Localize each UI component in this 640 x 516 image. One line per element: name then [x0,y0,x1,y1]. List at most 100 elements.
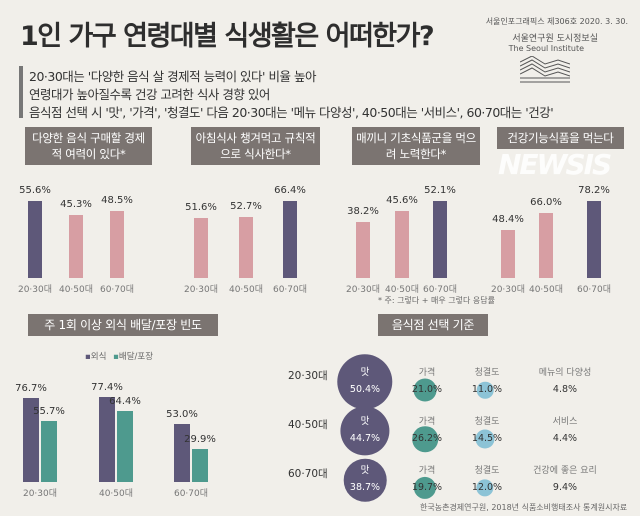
bar [41,421,57,482]
clean-value: 11.0% [471,384,503,395]
bar [395,210,409,278]
value-label: 78.2% [578,185,610,196]
bar [194,218,208,278]
bubble-value: 50.4% [349,384,381,395]
value-label: 52.7% [230,200,262,212]
other-value: 9.4% [552,482,578,493]
chart-title: 주 1회 이상 외식 배달/포장 빈도 [28,314,218,336]
other-value: 4.4% [552,433,578,444]
issue-info: 서울인포그래픽스 제306호 2020. 3. 30. [485,17,628,26]
chart-title: 매끼니 기초식품군을 먹으려 노력한다* [352,127,480,165]
price-label: 가격 [418,368,436,378]
price-bubble [413,378,437,402]
summary-accent-bar [19,66,23,118]
x-tick-label: 20·30대 [22,489,58,499]
chart-title: 음식점 선택 기준 [378,314,488,336]
value-label: 48.5% [101,194,133,206]
source: 한국농촌경제연구원, 2018년 식품소비행태조사 통계원시자료 [420,503,628,512]
bar [174,423,190,482]
clean-bubble [476,479,494,497]
bar [192,449,208,482]
other-label: 서비스 [552,417,578,427]
value-label: 45.3% [60,199,92,211]
chart-title: 다양한 음식 구매할 경제적 여력이 있다* [25,127,152,165]
clean-bubble [476,381,494,399]
value-label: 45.6% [386,194,418,206]
bubble-value: 44.7% [349,433,381,444]
row-label: 60·70대 [288,468,328,480]
x-tick-label: 20·30대 [183,285,219,295]
legend: ▪외식 ▪배달/포장 [85,350,153,362]
value-label: 76.7% [15,383,47,394]
legend-swatch-eat-out: ▪ [85,352,91,362]
value-label: 66.0% [530,197,562,208]
clean-label: 청결도 [474,466,500,476]
value-label: 77.4% [91,382,123,394]
bubble-label: 맛 [360,465,370,476]
clean-value: 14.5% [471,433,503,444]
x-tick-label: 60·70대 [99,285,135,295]
bar [587,201,601,278]
value-label: 53.0% [166,408,198,420]
x-tick-label: 40·50대 [98,489,134,499]
bar [110,210,124,278]
value-label: 38.2% [347,205,379,217]
clean-value: 12.0% [471,482,503,493]
summary-line: 연령대가 높아질수록 건강 고려한 식사 경향 있어 [29,87,270,102]
x-tick-label: 60·70대 [422,285,458,295]
summary-line: 20·30대는 '다양한 음식 살 경제적 능력이 있다' 비율 높아 [29,69,316,84]
price-bubble [412,426,438,452]
bar [99,397,115,482]
legend-label: 외식 [90,352,107,362]
bar [283,201,297,278]
x-tick-label: 20·30대 [17,285,53,295]
price-label: 가격 [418,466,436,476]
bar [539,213,553,278]
bar [501,230,515,278]
value-label: 55.6% [19,185,51,196]
clean-label: 청결도 [474,417,500,427]
value-label: 29.9% [184,434,216,446]
price-label: 가격 [418,417,436,427]
chart-title: 아침식사 챙겨먹고 규칙적으로 식사한다* [191,127,320,165]
row-label: 20·30대 [288,370,328,382]
value-label: 64.4% [109,396,141,408]
seoul-institute-logo-icon [520,56,570,83]
x-tick-label: 20·30대 [490,285,526,295]
value-label: 51.6% [185,202,217,214]
x-tick-label: 20·30대 [345,285,381,295]
bubble-value: 38.7% [349,482,381,493]
value-label: 52.1% [424,185,456,196]
chart-title: 건강기능식품을 먹는다 [497,127,624,149]
price-value: 26.2% [411,433,443,444]
org-name: 서울연구원 도시정보실 [512,34,598,44]
page-title: 1인 가구 연령대별 식생활은 어떠한가? [20,21,435,52]
bubble-label: 맛 [360,367,370,378]
bar [23,398,39,482]
x-tick-label: 40·50대 [384,285,420,295]
bar [356,221,370,278]
x-tick-label: 40·50대 [528,285,564,295]
taste-bubble [343,458,387,502]
x-tick-label: 40·50대 [228,285,264,295]
watermark: NEWSIS [498,148,612,181]
bubble-label: 맛 [360,416,370,427]
other-label: 건강에 좋은 요리 [533,466,597,476]
legend-swatch-delivery: ▪ [113,352,119,362]
price-value: 21.0% [411,384,443,395]
clean-label: 청결도 [474,368,500,378]
other-value: 4.8% [552,384,578,395]
x-tick-label: 60·70대 [576,285,612,295]
price-value: 19.7% [411,482,443,493]
bar [239,216,253,278]
org-name-en: The Seoul Institute [508,44,584,53]
value-label: 66.4% [274,185,306,196]
value-label: 48.4% [492,214,524,226]
bar [69,215,83,278]
bar [117,411,133,482]
x-tick-label: 60·70대 [173,489,209,499]
bar [28,201,42,278]
value-label: 55.7% [33,406,65,417]
taste-bubble [340,406,390,456]
taste-bubble [337,354,393,410]
